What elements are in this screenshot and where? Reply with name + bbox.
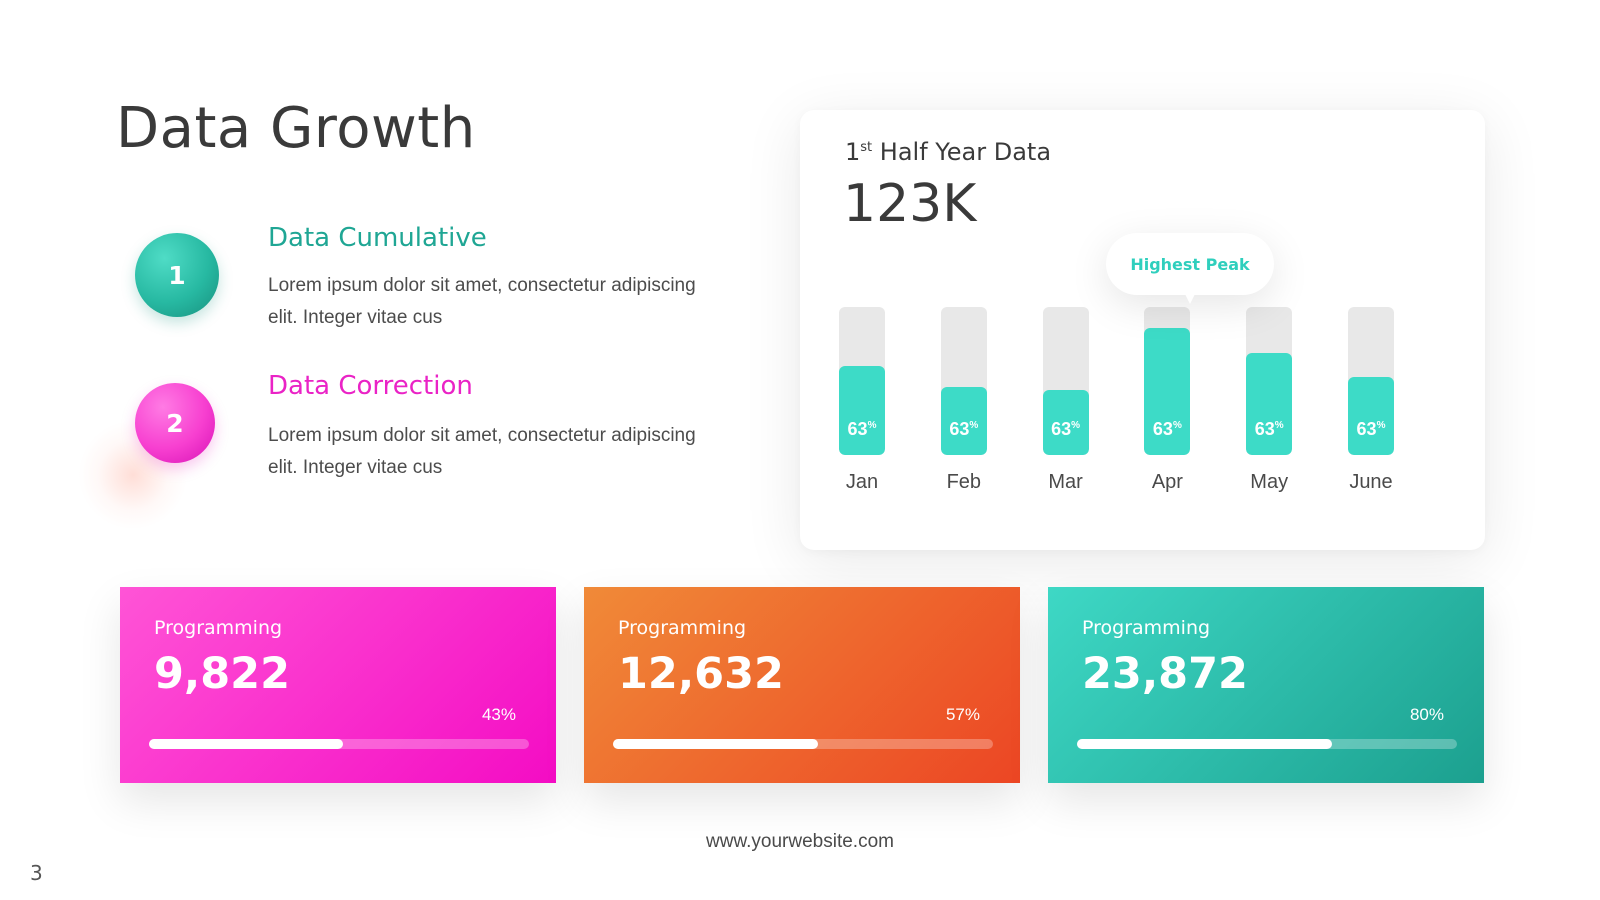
stat-label: Programming bbox=[618, 617, 747, 639]
bar-value-unit: % bbox=[867, 420, 877, 431]
bar-value-label: 63% bbox=[1246, 419, 1292, 440]
chart-title-ordinal: 1 bbox=[845, 138, 861, 166]
progress-bar bbox=[149, 739, 529, 749]
bar-value-label: 63% bbox=[839, 419, 885, 440]
bar-value-label: 63% bbox=[1144, 419, 1190, 440]
bar-feb bbox=[940, 387, 987, 455]
x-axis-label-feb: Feb bbox=[946, 471, 982, 493]
feature-number-badge-2: 2 bbox=[135, 383, 215, 463]
bar-value-unit: % bbox=[1376, 420, 1386, 431]
bar-value-number: 63 bbox=[1254, 419, 1275, 439]
bar-value-number: 63 bbox=[1356, 419, 1377, 439]
feature-heading-data-cumulative: Data Cumulative bbox=[268, 223, 487, 253]
x-axis-label-june: June bbox=[1349, 471, 1393, 493]
stat-value: 23,872 bbox=[1082, 649, 1248, 699]
bar-value-label: 63% bbox=[1043, 419, 1089, 440]
stat-label: Programming bbox=[1082, 617, 1211, 639]
stat-card-2: Programming 12,632 57% bbox=[584, 587, 1020, 783]
slide-title: Data Growth bbox=[116, 96, 476, 161]
bar-value-unit: % bbox=[1172, 420, 1182, 431]
progress-bar-fill bbox=[1077, 739, 1332, 749]
bar-may bbox=[1246, 353, 1293, 455]
stat-value: 9,822 bbox=[154, 649, 291, 699]
bar-track-feb bbox=[940, 307, 987, 455]
bar-value-unit: % bbox=[1071, 420, 1081, 431]
stat-percent: 43% bbox=[481, 705, 516, 724]
progress-bar bbox=[1077, 739, 1457, 749]
bar-mar bbox=[1042, 390, 1089, 455]
bar-apr bbox=[1144, 328, 1191, 455]
bar-chart: 63% Jan 63% Feb 63% Mar 63% Apr 63% May 63% June bbox=[800, 110, 1485, 550]
chart-total-value: 123K bbox=[843, 174, 977, 234]
bar-track-june bbox=[1348, 307, 1394, 455]
stat-percent: 80% bbox=[1409, 705, 1444, 724]
bar-track-apr bbox=[1144, 307, 1191, 455]
x-axis-label-mar: Mar bbox=[1048, 471, 1083, 493]
stat-label: Programming bbox=[154, 617, 283, 639]
chart-card-title: 1st Half Year Data bbox=[845, 138, 1051, 166]
chart-title-text: Half Year Data bbox=[872, 138, 1052, 166]
progress-bar-fill bbox=[149, 739, 343, 749]
feature-number-badge-1: 1 bbox=[135, 233, 219, 317]
half-year-chart-card: 1st Half Year Data 123K 63% Jan 63% Feb 63% M… bbox=[800, 110, 1485, 550]
stat-percent: 57% bbox=[945, 705, 980, 724]
stat-card-1: Programming 9,822 43% bbox=[120, 587, 556, 783]
bar-value-number: 63 bbox=[847, 419, 868, 439]
bar-value-label: 63% bbox=[941, 419, 987, 440]
page-number: 3 bbox=[30, 861, 43, 885]
footer-website-url: www.yourwebsite.com bbox=[706, 831, 894, 852]
x-axis-label-may: May bbox=[1250, 471, 1289, 493]
bar-track-may bbox=[1246, 307, 1293, 455]
x-axis-label-jan: Jan bbox=[845, 471, 879, 493]
bar-track-mar bbox=[1042, 307, 1089, 455]
highest-peak-tooltip: Highest Peak bbox=[1106, 233, 1274, 304]
bar-value-unit: % bbox=[1274, 420, 1284, 431]
bar-track-jan bbox=[839, 307, 885, 455]
progress-bar bbox=[613, 739, 993, 749]
bar-value-label: 63% bbox=[1348, 419, 1394, 440]
bar-june bbox=[1348, 377, 1394, 455]
bar-value-number: 63 bbox=[1051, 419, 1072, 439]
bar-jan bbox=[839, 366, 885, 455]
feature-description-2: Lorem ipsum dolor sit amet, consectetur … bbox=[268, 425, 696, 478]
stat-value: 12,632 bbox=[618, 649, 784, 699]
feature-heading-data-correction: Data Correction bbox=[268, 371, 473, 401]
stat-card-3: Programming 23,872 80% bbox=[1048, 587, 1484, 783]
x-axis-label-apr: Apr bbox=[1151, 471, 1183, 493]
bar-value-number: 63 bbox=[949, 419, 970, 439]
feature-description-1: Lorem ipsum dolor sit amet, consectetur … bbox=[268, 275, 696, 328]
bar-value-unit: % bbox=[969, 420, 979, 431]
chart-title-superscript: st bbox=[860, 140, 873, 155]
bar-value-number: 63 bbox=[1152, 419, 1173, 439]
progress-bar-fill bbox=[613, 739, 819, 749]
